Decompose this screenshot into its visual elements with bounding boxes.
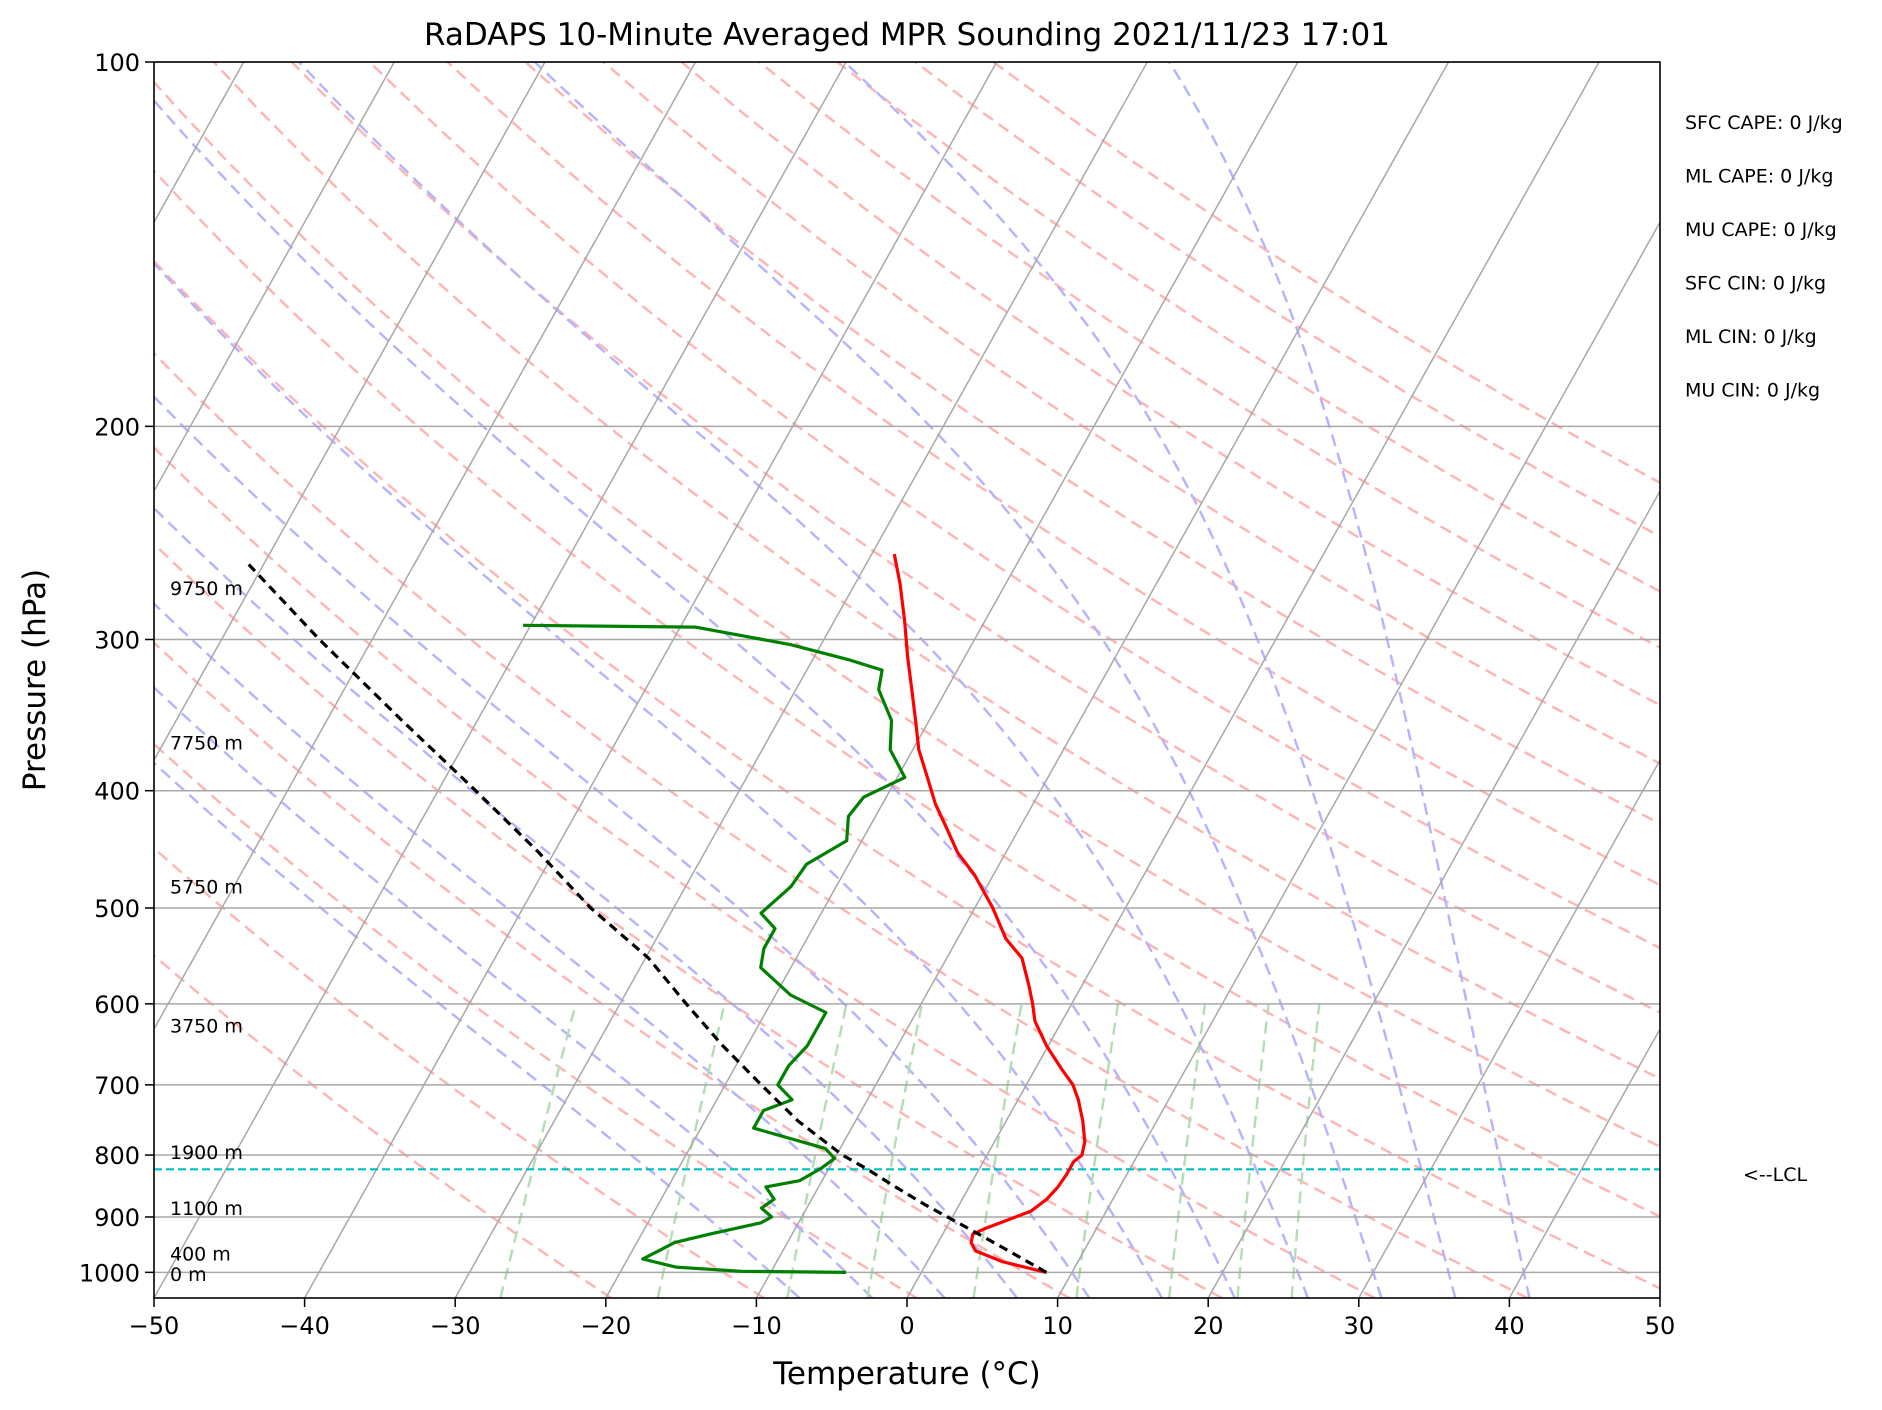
height-label: 5750 m [170,877,243,899]
stability-index: MU CIN: 0 J/kg [1685,380,1820,402]
height-label: 1900 m [170,1142,243,1164]
height-label: 3750 m [170,1015,243,1037]
height-label: 400 m [170,1244,231,1266]
x-tick-label: 30 [1344,1312,1375,1340]
y-tick-label: 900 [94,1204,140,1232]
y-axis-label: Pressure (hPa) [17,569,53,791]
x-tick-label: −10 [731,1312,782,1340]
x-tick-label: 20 [1193,1312,1224,1340]
height-label: 1100 m [170,1198,243,1220]
height-label: 7750 m [170,733,243,755]
x-tick-label: −50 [129,1312,180,1340]
y-tick-label: 200 [94,413,140,441]
y-tick-label: 700 [94,1072,140,1100]
y-tick-label: 500 [94,895,140,923]
y-tick-label: 800 [94,1142,140,1170]
y-tick-label: 1000 [79,1259,140,1287]
y-tick-label: 300 [94,626,140,654]
x-tick-label: 0 [899,1312,914,1340]
lcl-label: <--LCL [1743,1164,1807,1186]
height-label: 0 m [170,1264,207,1286]
x-tick-label: −20 [580,1312,631,1340]
stability-index: MU CAPE: 0 J/kg [1685,219,1837,241]
chart-title: RaDAPS 10-Minute Averaged MPR Sounding 2… [424,17,1390,53]
height-label: 9750 m [170,578,243,600]
y-tick-label: 100 [94,49,140,77]
x-tick-label: 40 [1494,1312,1525,1340]
x-tick-label: −40 [279,1312,330,1340]
y-tick-label: 400 [94,778,140,806]
x-tick-label: 50 [1645,1312,1676,1340]
stability-index: SFC CAPE: 0 J/kg [1685,112,1843,134]
x-tick-label: −30 [430,1312,481,1340]
stability-index: SFC CIN: 0 J/kg [1685,273,1826,295]
y-tick-label: 600 [94,991,140,1019]
stability-index: ML CIN: 0 J/kg [1685,326,1817,348]
x-axis-label: Temperature (°C) [772,1356,1041,1392]
stability-index: ML CAPE: 0 J/kg [1685,166,1833,188]
x-tick-label: 10 [1042,1312,1073,1340]
